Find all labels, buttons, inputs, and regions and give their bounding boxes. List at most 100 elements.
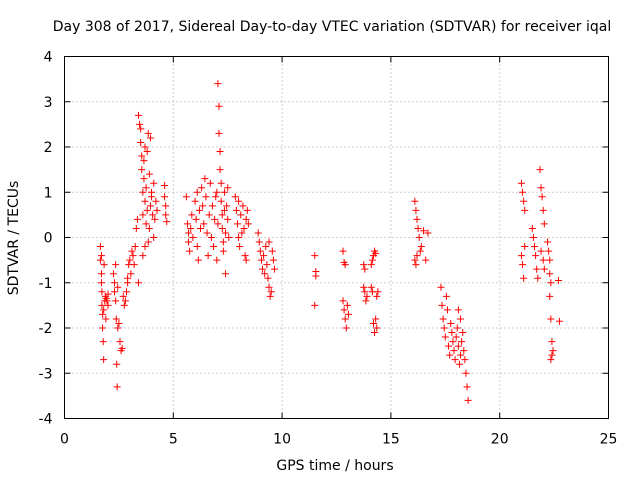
data-point	[100, 261, 108, 269]
data-point	[133, 215, 141, 223]
data-point	[235, 234, 243, 241]
data-point	[138, 152, 146, 160]
data-point	[371, 329, 379, 337]
data-point	[146, 202, 154, 210]
data-point	[243, 206, 251, 214]
data-point	[224, 215, 232, 223]
data-point	[367, 283, 375, 291]
data-point	[412, 206, 420, 214]
data-point	[265, 283, 273, 291]
data-point	[452, 333, 460, 341]
data-point	[414, 224, 422, 232]
data-point	[520, 274, 528, 282]
data-point	[547, 279, 555, 287]
data-point	[341, 315, 349, 323]
data-point	[241, 252, 249, 260]
data-point	[188, 211, 196, 219]
data-point	[151, 215, 159, 223]
data-point	[361, 288, 369, 296]
data-point	[123, 288, 131, 296]
data-point	[445, 342, 453, 350]
y-tick-label: 4	[44, 50, 53, 66]
data-point	[96, 243, 104, 251]
data-point	[532, 252, 540, 260]
data-point	[451, 356, 459, 364]
data-point	[265, 238, 273, 246]
data-point	[161, 181, 169, 189]
data-point	[233, 220, 241, 228]
data-point	[540, 265, 548, 273]
data-point	[556, 317, 564, 325]
data-point	[417, 243, 425, 251]
data-point	[139, 211, 147, 219]
data-point	[311, 301, 319, 309]
data-point	[142, 220, 150, 228]
data-point	[237, 211, 245, 219]
data-point	[163, 218, 171, 226]
data-point	[203, 229, 211, 237]
data-point	[144, 129, 152, 137]
data-point	[453, 324, 461, 332]
data-point	[145, 224, 153, 232]
data-point	[104, 290, 112, 298]
data-point	[99, 338, 107, 346]
data-point	[194, 256, 202, 264]
data-point	[217, 179, 225, 187]
data-point	[143, 148, 151, 156]
data-point	[146, 134, 154, 142]
data-point	[339, 297, 347, 305]
data-point	[368, 256, 376, 264]
data-point	[128, 247, 136, 255]
x-tick-label: 20	[491, 432, 509, 448]
data-point	[536, 166, 544, 174]
data-point	[114, 283, 122, 291]
data-point	[464, 396, 472, 404]
data-point	[97, 252, 105, 260]
data-point	[244, 220, 252, 228]
data-point	[260, 252, 268, 260]
data-point	[517, 252, 525, 260]
data-point	[195, 206, 203, 214]
data-point	[112, 261, 120, 269]
data-point	[450, 347, 458, 355]
data-point	[519, 261, 527, 269]
data-point	[141, 197, 149, 205]
data-point	[216, 166, 224, 174]
data-point	[219, 247, 227, 255]
data-point	[262, 243, 270, 251]
data-point	[416, 247, 424, 255]
data-point	[457, 315, 465, 323]
data-point	[100, 306, 108, 314]
data-point	[116, 338, 124, 346]
x-tick-label: 5	[169, 432, 178, 448]
y-tick-label: 3	[44, 95, 53, 111]
data-point	[118, 344, 126, 352]
data-point	[231, 193, 239, 201]
data-point	[546, 292, 554, 300]
x-tick-label: 25	[600, 432, 618, 448]
data-point	[213, 188, 221, 196]
data-point	[440, 324, 448, 332]
data-point	[220, 206, 228, 214]
data-point	[372, 249, 380, 257]
data-point	[162, 211, 170, 219]
data-point	[413, 252, 421, 260]
data-point	[111, 279, 119, 287]
data-point	[220, 188, 228, 196]
data-point	[131, 243, 139, 251]
data-point	[141, 243, 149, 251]
tick-labels: 0 5 10 15 20 25 -4 -3 -2 -1 0 1 2 3 4	[39, 50, 618, 448]
data-point	[457, 351, 465, 359]
y-tick-label: -2	[39, 321, 53, 337]
data-point	[98, 288, 106, 296]
data-point	[373, 292, 381, 300]
data-point	[546, 256, 554, 264]
data-point	[191, 197, 199, 205]
data-point	[215, 102, 223, 110]
data-point	[545, 247, 553, 255]
data-point	[200, 220, 208, 228]
data-point	[140, 157, 148, 165]
data-point	[420, 227, 428, 235]
data-point	[150, 234, 158, 241]
